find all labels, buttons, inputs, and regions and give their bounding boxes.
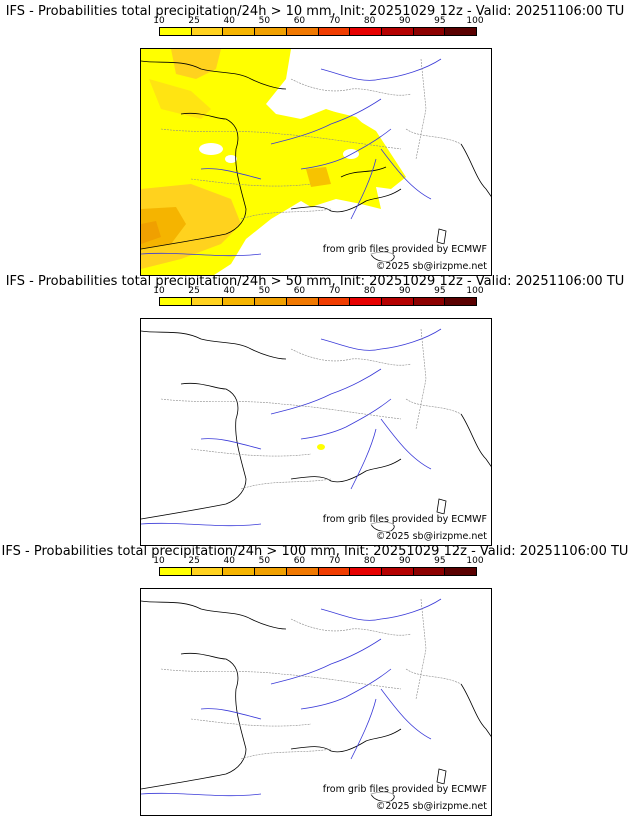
colorbar-tick-label: 50 [258,286,271,296]
colorbar-tick-label: 70 [328,16,341,26]
precip-field [317,444,325,450]
colorbar-segment [255,568,287,575]
colorbar-segment [350,28,382,35]
colorbar-segment [445,568,477,575]
panel-title: IFS - Probabilities total precipitation/… [1,544,629,559]
colorbar-segment [286,568,319,575]
coastline [141,600,491,802]
colorbar-tick-label: 70 [328,556,341,566]
colorbar-tick-label: 40 [223,16,235,26]
colorbar-tick-label: 95 [434,286,446,296]
copyright-credit: ©2025 sb@irizpme.net [375,801,487,812]
colorbar-segment [223,28,256,35]
colorbar-segment [318,28,351,35]
colorbar-tick-label: 25 [188,286,200,296]
colorbar-segment [191,298,224,305]
colorbar-tick-label: 95 [434,16,446,26]
panel-10mm: IFS - Probabilities total precipitation/… [0,0,630,276]
rivers [141,328,442,527]
colorbar-tick-label: 100 [466,556,484,566]
colorbar-tick-label: 95 [434,556,446,566]
colorbar-tick-label: 60 [293,16,306,26]
colorbar-tick-label: 25 [188,556,200,566]
source-credit: from grib files provided by ECMWF [322,514,487,525]
map-svg [141,49,491,275]
colorbar-tick-label: 100 [466,286,484,296]
colorbar-tick-label: 90 [399,286,411,296]
colorbar-tick-label: 40 [223,286,235,296]
colorbar-tick-label: 10 [153,16,165,26]
borders [160,58,462,220]
map-100mm: from grib files provided by ECMWF ©2025 … [140,588,492,816]
colorbar-tick-label: 80 [363,286,376,296]
colorbar-segment [223,298,256,305]
colorbar-segment [191,568,224,575]
panel-100mm: IFS - Probabilities total precipitation/… [0,540,630,816]
rivers [141,58,442,257]
precip-field [141,49,406,275]
coastline [141,330,491,532]
colorbar-segment [160,28,192,35]
colorbar-tick-label: 80 [363,16,376,26]
colorbar [159,567,477,576]
map-50mm: from grib files provided by ECMWF ©2025 … [140,318,492,546]
colorbar-tick-label: 100 [466,16,484,26]
colorbar-tick-label: 25 [188,16,200,26]
colorbar-tick-label: 10 [153,286,165,296]
colorbar-tick-label: 90 [399,556,411,566]
colorbar-tick-label: 60 [293,556,306,566]
copyright-credit: ©2025 sb@irizpme.net [375,261,487,272]
colorbar-segment [160,568,192,575]
colorbar-segment [191,28,224,35]
colorbar-segment [318,298,351,305]
map-svg [141,598,491,802]
colorbar [159,27,477,36]
colorbar-tick-label: 80 [363,556,376,566]
colorbar-segment [445,298,477,305]
copyright-credit: ©2025 sb@irizpme.net [375,531,487,542]
source-credit: from grib files provided by ECMWF [322,244,487,255]
panel-title: IFS - Probabilities total precipitation/… [5,274,625,289]
colorbar [159,297,477,306]
colorbar-tick-label: 10 [153,556,165,566]
colorbar-tick-label: 70 [328,286,341,296]
rivers [141,598,442,797]
colorbar-tick-label: 90 [399,16,411,26]
colorbar-tick-label: 50 [258,556,271,566]
colorbar-segment [350,568,382,575]
source-credit: from grib files provided by ECMWF [322,784,487,795]
colorbar-segment [445,28,477,35]
colorbar-segment [413,298,446,305]
colorbar-segment [381,298,414,305]
colorbar-tick-label: 50 [258,16,271,26]
map-10mm: from grib files provided by ECMWF ©2025 … [140,48,492,276]
colorbar-tick-label: 40 [223,556,235,566]
colorbar-segment [286,298,319,305]
colorbar-segment [350,298,382,305]
colorbar-segment [381,28,414,35]
colorbar-segment [286,28,319,35]
colorbar-segment [255,28,287,35]
panel-title: IFS - Probabilities total precipitation/… [5,4,625,19]
colorbar-segment [413,28,446,35]
borders [160,598,462,760]
colorbar-segment [413,568,446,575]
borders [160,328,462,490]
panel-50mm: IFS - Probabilities total precipitation/… [0,270,630,546]
colorbar-segment [223,568,256,575]
colorbar-tick-label: 60 [293,286,306,296]
map-svg [141,328,491,532]
colorbar-segment [381,568,414,575]
colorbar-segment [255,298,287,305]
colorbar-segment [160,298,192,305]
colorbar-segment [318,568,351,575]
